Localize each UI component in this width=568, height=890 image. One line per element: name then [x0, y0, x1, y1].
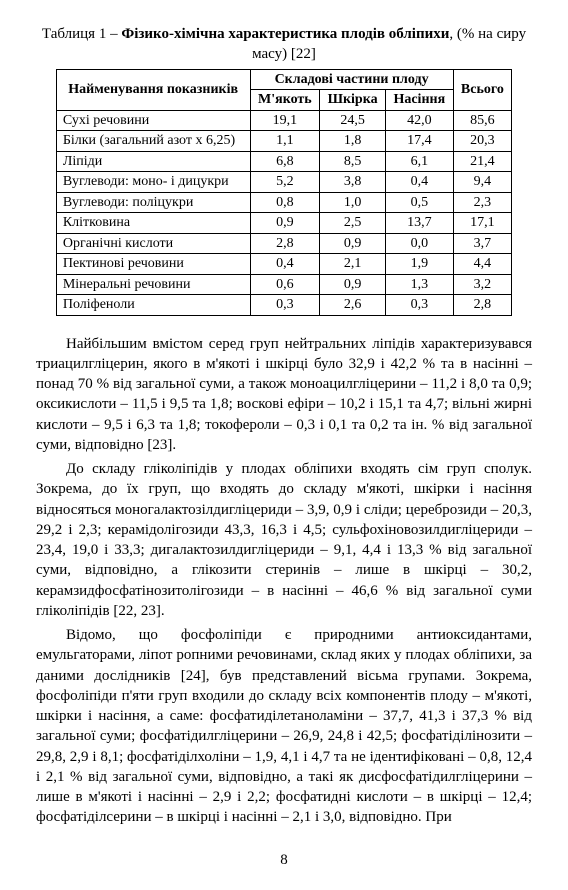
cell-c3: 0,0: [386, 233, 454, 254]
cell-c2: 1,8: [320, 131, 386, 152]
cell-c2: 0,9: [320, 233, 386, 254]
cell-total: 9,4: [453, 172, 512, 193]
table-row: Сухі речовини19,124,542,085,6: [56, 110, 511, 131]
cell-total: 3,7: [453, 233, 512, 254]
cell-c1: 6,8: [250, 151, 320, 172]
table-row: Поліфеноли0,32,60,32,8: [56, 295, 511, 316]
table-row: Пектинові речовини0,42,11,94,4: [56, 254, 511, 275]
header-col2: Шкірка: [320, 90, 386, 111]
cell-name: Пектинові речовини: [56, 254, 250, 275]
header-col1: М'якоть: [250, 90, 320, 111]
cell-name: Ліпіди: [56, 151, 250, 172]
paragraph-3: Відомо, що фосфоліпіди є природними анти…: [36, 625, 532, 828]
cell-name: Мінеральні речовини: [56, 274, 250, 295]
table-caption: Таблиця 1 – Фізико-хімічна характеристик…: [36, 24, 532, 65]
caption-prefix: Таблиця 1 –: [42, 26, 121, 42]
header-col3: Насіння: [386, 90, 454, 111]
cell-c1: 2,8: [250, 233, 320, 254]
cell-total: 2,8: [453, 295, 512, 316]
cell-c1: 0,3: [250, 295, 320, 316]
cell-name: Вуглеводи: моно- і дицукри: [56, 172, 250, 193]
header-name: Найменування показників: [56, 69, 250, 110]
cell-c2: 3,8: [320, 172, 386, 193]
table-row: Клітковина0,92,513,717,1: [56, 213, 511, 234]
cell-c1: 0,8: [250, 192, 320, 213]
cell-c2: 2,6: [320, 295, 386, 316]
cell-total: 21,4: [453, 151, 512, 172]
cell-c2: 24,5: [320, 110, 386, 131]
cell-c3: 42,0: [386, 110, 454, 131]
cell-c2: 0,9: [320, 274, 386, 295]
cell-total: 2,3: [453, 192, 512, 213]
cell-c3: 17,4: [386, 131, 454, 152]
cell-name: Органічні кислоти: [56, 233, 250, 254]
paragraph-2: До складу гліколіпідів у плодах обліпихи…: [36, 459, 532, 621]
cell-c3: 1,9: [386, 254, 454, 275]
table-row: Органічні кислоти2,80,90,03,7: [56, 233, 511, 254]
cell-c2: 8,5: [320, 151, 386, 172]
cell-name: Вуглеводи: поліцукри: [56, 192, 250, 213]
cell-name: Білки (загальний азот х 6,25): [56, 131, 250, 152]
cell-c1: 0,6: [250, 274, 320, 295]
data-table: Найменування показників Складові частини…: [56, 69, 512, 316]
cell-c1: 5,2: [250, 172, 320, 193]
cell-c1: 1,1: [250, 131, 320, 152]
cell-total: 20,3: [453, 131, 512, 152]
table-row: Ліпіди6,88,56,121,4: [56, 151, 511, 172]
cell-c3: 6,1: [386, 151, 454, 172]
cell-c1: 19,1: [250, 110, 320, 131]
cell-c1: 0,4: [250, 254, 320, 275]
cell-c3: 0,4: [386, 172, 454, 193]
cell-c3: 0,3: [386, 295, 454, 316]
cell-c1: 0,9: [250, 213, 320, 234]
cell-c3: 13,7: [386, 213, 454, 234]
table-row: Мінеральні речовини0,60,91,33,2: [56, 274, 511, 295]
cell-total: 3,2: [453, 274, 512, 295]
cell-c2: 2,1: [320, 254, 386, 275]
cell-c2: 2,5: [320, 213, 386, 234]
page-number: 8: [36, 850, 532, 870]
cell-total: 17,1: [453, 213, 512, 234]
table-row: Вуглеводи: поліцукри0,81,00,52,3: [56, 192, 511, 213]
cell-name: Поліфеноли: [56, 295, 250, 316]
cell-c3: 0,5: [386, 192, 454, 213]
paragraph-1: Найбільшим вмістом серед груп нейтральни…: [36, 334, 532, 456]
cell-name: Клітковина: [56, 213, 250, 234]
cell-c2: 1,0: [320, 192, 386, 213]
header-group: Складові частини плоду: [250, 69, 453, 90]
cell-total: 4,4: [453, 254, 512, 275]
cell-name: Сухі речовини: [56, 110, 250, 131]
caption-bold: Фізико-хімічна характеристика плодів обл…: [121, 26, 449, 42]
table-row: Білки (загальний азот х 6,25)1,11,817,42…: [56, 131, 511, 152]
table-row: Вуглеводи: моно- і дицукри5,23,80,49,4: [56, 172, 511, 193]
cell-total: 85,6: [453, 110, 512, 131]
cell-c3: 1,3: [386, 274, 454, 295]
header-total: Всього: [453, 69, 512, 110]
